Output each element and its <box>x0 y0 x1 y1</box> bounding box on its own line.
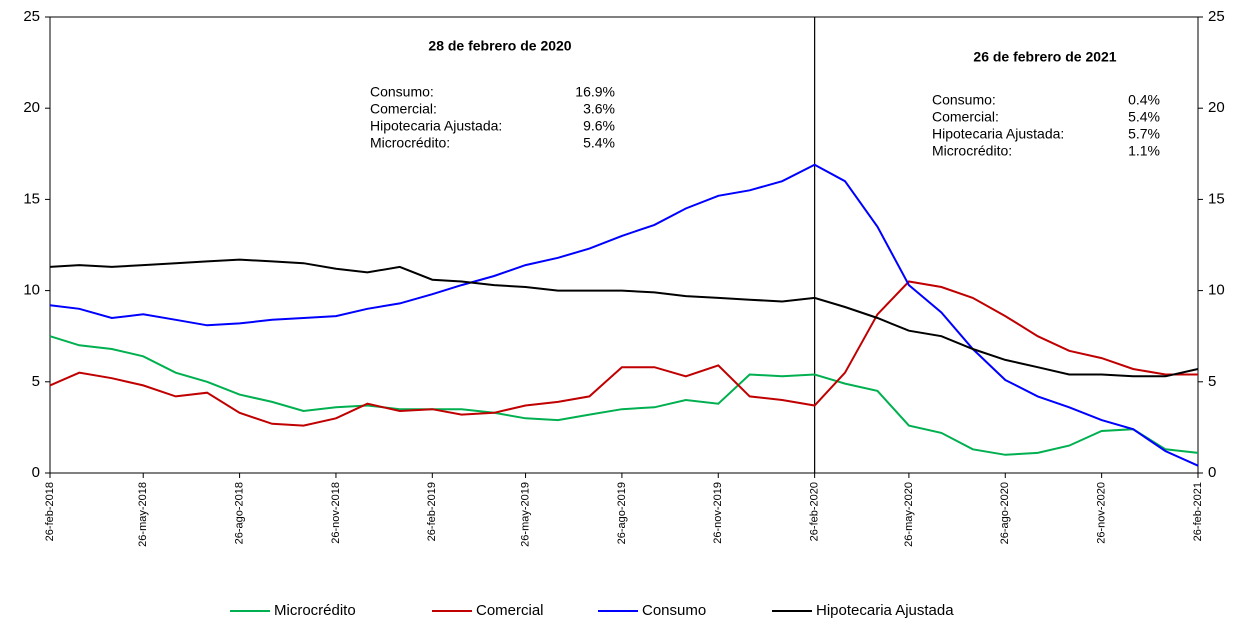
series-line <box>49 280 1198 427</box>
plot-frame <box>49 16 1199 474</box>
x-tick-label: 26-ago-2019 <box>616 482 628 544</box>
y-tick-label: 20 <box>23 99 40 116</box>
y-tick-label: 15 <box>23 190 40 207</box>
annotation-label: Hipotecaria Ajustada: <box>932 126 1064 142</box>
y-tick-label: 10 <box>23 282 40 299</box>
annotation-value: 1.1% <box>1128 143 1160 159</box>
annotation-value: 5.4% <box>583 135 615 151</box>
annotation-label: Hipotecaria Ajustada: <box>370 118 502 134</box>
y2-tick-label: 25 <box>1208 8 1225 25</box>
x-tick-label: 26-nov-2018 <box>330 482 342 544</box>
x-tick-label: 26-feb-2020 <box>809 482 821 541</box>
x-tick-label: 26-may-2019 <box>519 482 531 547</box>
annotation-label: Comercial: <box>932 109 999 125</box>
x-tick-label: 26-feb-2021 <box>1192 482 1204 541</box>
y-tick-label: 25 <box>23 8 40 25</box>
x-tick-label: 26-nov-2020 <box>1096 482 1108 544</box>
x-tick-label: 26-feb-2018 <box>44 482 56 541</box>
annotation-label: Comercial: <box>370 101 437 117</box>
x-tick-label: 26-may-2018 <box>137 482 149 547</box>
annotation-value: 16.9% <box>575 84 615 100</box>
annotation-value: 3.6% <box>583 101 615 117</box>
series-line <box>49 163 1199 467</box>
y2-tick-label: 0 <box>1208 464 1216 481</box>
legend-label: Consumo <box>642 602 706 619</box>
x-tick-label: 26-ago-2018 <box>233 482 245 544</box>
legend-label: Comercial <box>476 602 544 619</box>
y2-tick-label: 10 <box>1208 282 1225 299</box>
annotation-label: Microcrédito: <box>370 135 450 151</box>
legend-label: Hipotecaria Ajustada <box>816 602 954 619</box>
x-tick-label: 26-nov-2019 <box>712 482 724 544</box>
annotation-label: Microcrédito: <box>932 143 1012 159</box>
x-tick-label: 26-ago-2020 <box>999 482 1011 544</box>
y-tick-label: 5 <box>32 373 40 390</box>
x-tick-label: 26-feb-2019 <box>426 482 438 541</box>
legend-label: Microcrédito <box>274 602 356 619</box>
annotation-value: 0.4% <box>1128 92 1160 108</box>
x-tick-label: 26-may-2020 <box>903 482 915 547</box>
annotation-label: Consumo: <box>932 92 996 108</box>
series-line <box>49 258 1199 378</box>
annotation-value: 5.4% <box>1128 109 1160 125</box>
annotation-title: 28 de febrero de 2020 <box>428 38 571 54</box>
annotation-label: Consumo: <box>370 84 434 100</box>
annotation-value: 5.7% <box>1128 126 1160 142</box>
y2-tick-label: 20 <box>1208 99 1225 116</box>
annotation-title: 26 de febrero de 2021 <box>973 49 1116 65</box>
y-tick-label: 0 <box>32 464 40 481</box>
y2-tick-label: 15 <box>1208 190 1225 207</box>
annotation-value: 9.6% <box>583 118 615 134</box>
series-line <box>49 335 1199 456</box>
y2-tick-label: 5 <box>1208 373 1216 390</box>
